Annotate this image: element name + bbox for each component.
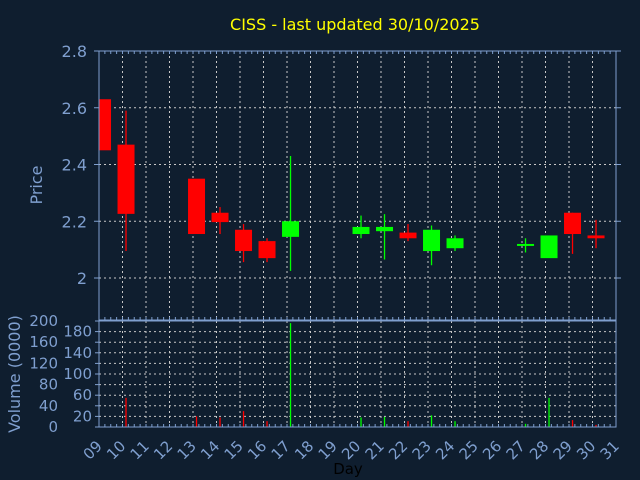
candle-day-13 (188, 178, 206, 235)
x-axis-label: Day (333, 460, 363, 478)
candle-day-27 (517, 238, 535, 253)
volume-tick-label: 120 (29, 354, 58, 372)
volume-tick-label: 60 (73, 386, 92, 404)
candle-body (564, 212, 582, 235)
volume-tick-label: 200 (29, 312, 58, 330)
y-tick-label: 2 (77, 269, 87, 288)
candle-day-15 (235, 224, 253, 263)
candle-body (540, 235, 558, 259)
y-tick-label: 2.4 (62, 156, 87, 175)
candle-body (399, 232, 417, 239)
candle-body (352, 226, 370, 235)
volume-tick-label: 100 (63, 365, 92, 383)
price-grid (99, 51, 616, 320)
price-axes-frame (98, 50, 617, 321)
y-tick-label: 2.2 (62, 212, 87, 231)
volume-tick-label: 0 (48, 418, 58, 436)
volume-grid (99, 321, 616, 427)
candle-day-20 (352, 215, 370, 239)
candle-day-28 (540, 235, 558, 259)
candle-day-24 (446, 235, 464, 252)
candle-body (117, 144, 135, 214)
candle-day-10 (117, 110, 135, 252)
candle-body (587, 235, 605, 239)
candle-day-17 (282, 155, 300, 271)
volume-tick-label: 20 (73, 407, 92, 425)
candle-body (211, 212, 229, 223)
candle-day-14 (211, 207, 229, 235)
candle-body (235, 229, 253, 252)
candle-body (423, 229, 441, 252)
chart-title: CISS - last updated 30/10/2025 (230, 15, 480, 34)
volume-tick-label: 160 (29, 333, 58, 351)
candle-body (376, 226, 394, 232)
candle-body (282, 221, 300, 237)
candle-day-16 (258, 238, 276, 263)
candle-day-23 (423, 225, 441, 266)
y-tick-label: 2.8 (62, 42, 87, 61)
volume-tick-label: 140 (63, 344, 92, 362)
y-tick-label: 2.6 (62, 99, 87, 118)
y-axis-label: Price (27, 165, 46, 204)
volume-tick-label: 180 (63, 323, 92, 341)
volume-axis-label: Volume (0000) (5, 315, 24, 433)
candle-body (517, 243, 535, 246)
volume-bars (125, 323, 597, 427)
candle-body (446, 238, 464, 249)
volume-tick-label: 80 (39, 376, 58, 394)
candle-body (258, 241, 276, 259)
candle-body (188, 178, 206, 235)
candle-body (99, 99, 112, 151)
candle-day-30 (587, 219, 605, 249)
candle-day-21 (376, 214, 394, 260)
volume-tick-label: 40 (39, 397, 58, 415)
candles (99, 99, 605, 271)
volume-axes-frame (98, 320, 617, 428)
candle-day-9 (99, 99, 112, 151)
candle-day-29 (564, 212, 582, 254)
candle-day-22 (399, 224, 417, 242)
